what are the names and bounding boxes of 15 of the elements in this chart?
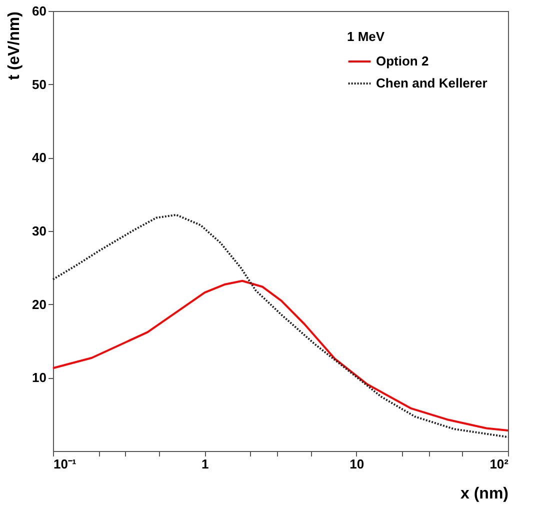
y-tick-label: 30	[32, 224, 46, 238]
x-tick-label: 10	[350, 456, 364, 472]
legend-label: Chen and Kellerer	[376, 76, 488, 90]
y-axis-title: t (eV/nm)	[6, 12, 24, 80]
legend-title: 1 MeV	[347, 29, 385, 44]
x-tick-label: 10⁻¹	[54, 456, 76, 472]
y-tick-label: 10	[32, 370, 46, 386]
x-tick-label: 10²	[490, 456, 510, 472]
y-tick-label: 50	[32, 76, 46, 92]
legend-label: Option 2	[376, 54, 429, 68]
y-tick-label: 60	[32, 4, 46, 18]
x-tick-label: 1	[202, 456, 209, 472]
y-tick-label: 20	[32, 296, 46, 312]
x-axis-title: x (nm)	[460, 486, 508, 502]
y-tick-label: 40	[32, 150, 46, 166]
